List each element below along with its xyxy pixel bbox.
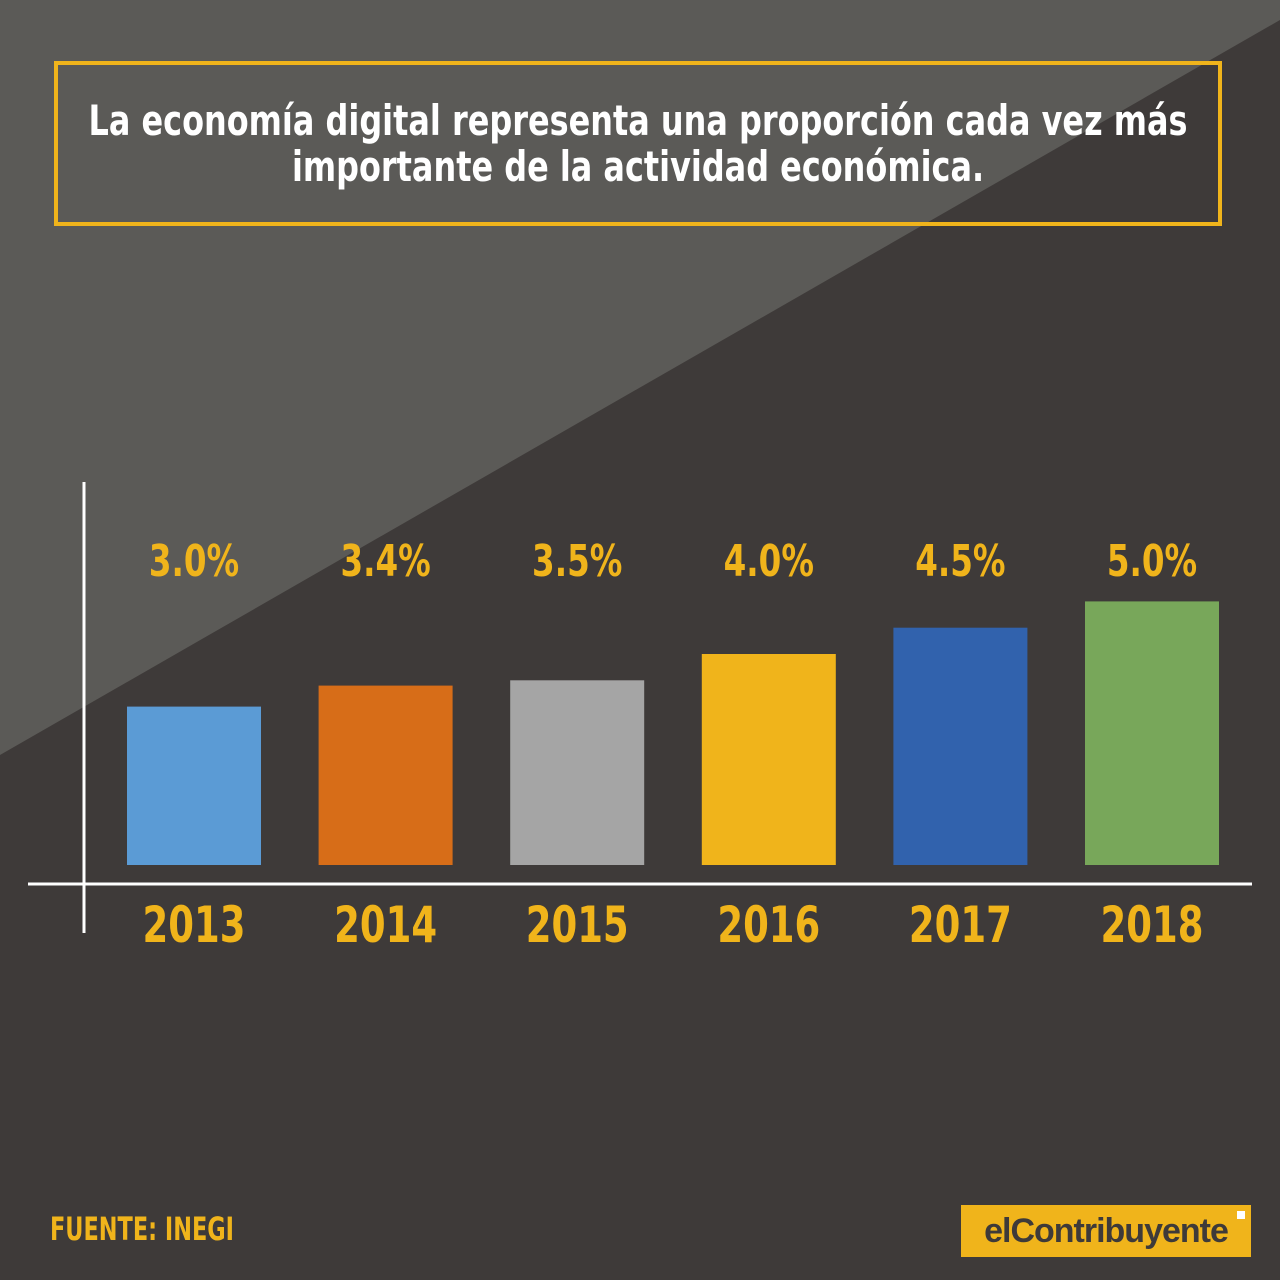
x-tick-label-2015: 2015 — [526, 897, 629, 955]
background-diagonal-panel — [0, 0, 1280, 755]
bar-2013 — [127, 706, 261, 865]
brand-logo-text: elContribuyente — [984, 1211, 1229, 1250]
title-box: La economía digital representa una propo… — [54, 61, 1222, 226]
bars-group: 3.0% 2013 3.4% 2014 3.5% 2015 4.0% 2016 4.5% 2017… — [127, 536, 1219, 955]
chart-title: La economía digital representa una propo… — [88, 95, 1188, 191]
x-tick-label-2018: 2018 — [1101, 897, 1204, 955]
bar-2018 — [1085, 601, 1219, 865]
title-line-2: importante de la actividad económica. — [291, 141, 985, 191]
brand-logo: elContribuyente — [961, 1205, 1251, 1257]
bar-2014 — [318, 685, 453, 865]
bar-2015 — [510, 680, 645, 865]
value-label-2014: 3.4% — [340, 536, 430, 587]
x-tick-label-2013: 2013 — [143, 897, 246, 955]
bar-2016 — [701, 654, 836, 865]
value-label-2015: 3.5% — [532, 536, 622, 587]
x-tick-label-2016: 2016 — [717, 897, 820, 955]
x-tick-label-2014: 2014 — [334, 897, 437, 955]
source-note: FUENTE: INEGI — [50, 1210, 234, 1248]
value-label-2013: 3.0% — [149, 536, 239, 587]
title-line-1: La economía digital representa una propo… — [88, 95, 1188, 145]
x-tick-label-2017: 2017 — [909, 897, 1012, 955]
logo-mark-icon — [1237, 1211, 1245, 1219]
value-label-2016: 4.0% — [724, 536, 814, 587]
value-label-2018: 5.0% — [1107, 536, 1197, 587]
value-label-2017: 4.5% — [915, 536, 1005, 587]
bar-2017 — [893, 627, 1028, 865]
